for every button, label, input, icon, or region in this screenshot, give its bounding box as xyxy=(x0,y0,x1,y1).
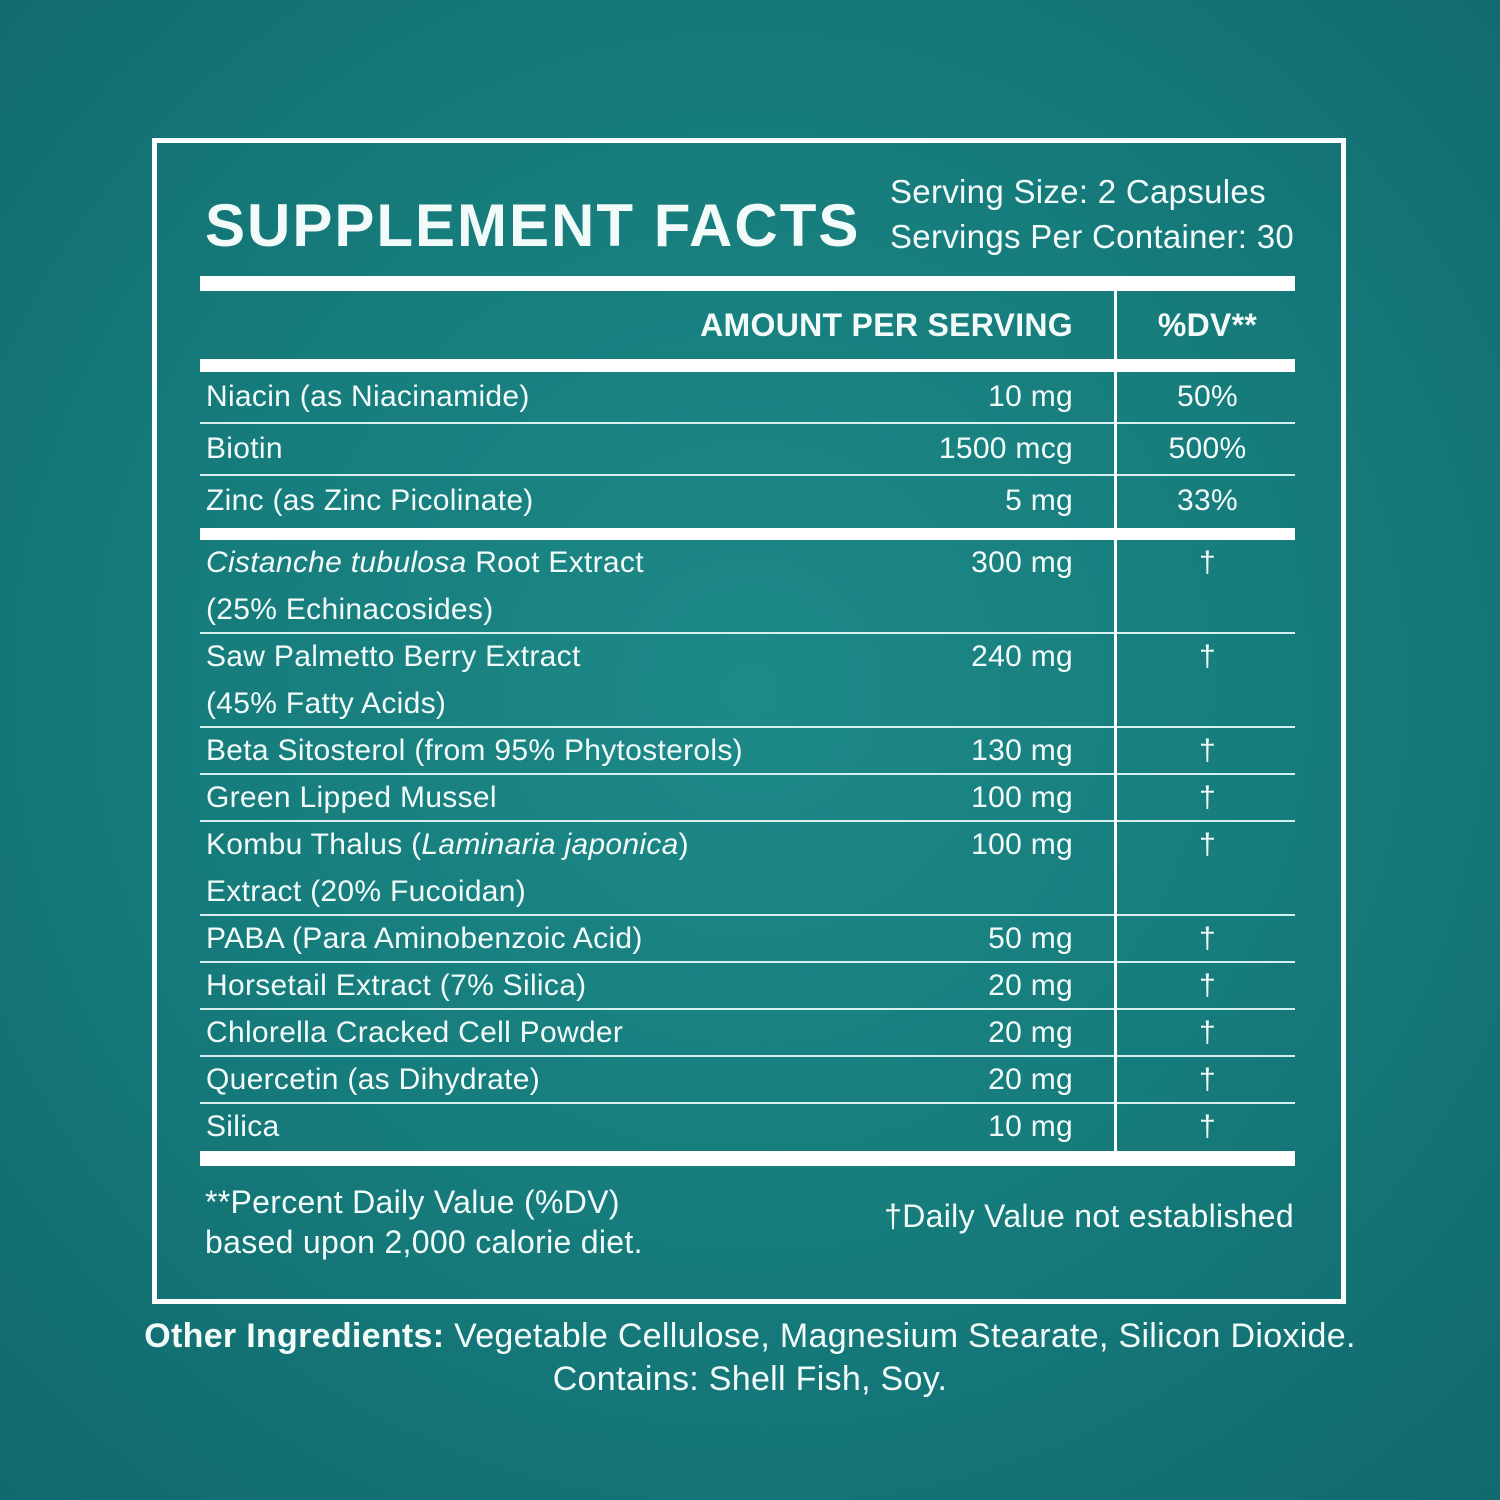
table-row: Beta Sitosterol (from 95% Phytosterols) 1… xyxy=(200,728,1295,775)
ingredient-name: Silica xyxy=(206,1110,280,1143)
amount-per-serving-value: 5 mg xyxy=(1005,484,1073,517)
amount-column-header: AMOUNT PER SERVING xyxy=(700,306,1073,343)
daily-value: 500% xyxy=(1168,432,1247,465)
table-bottom-bar xyxy=(200,1151,1295,1166)
dv-footnote-line-1: **Percent Daily Value (%DV) xyxy=(205,1184,620,1220)
table-row: Saw Palmetto Berry Extract (45% Fatty Aci… xyxy=(200,634,1295,728)
ingredient-name: Zinc (as Zinc Picolinate) xyxy=(206,484,534,517)
daily-value: † xyxy=(1199,828,1216,861)
column-header-row: AMOUNT PER SERVING %DV** xyxy=(200,291,1295,359)
table-row: Biotin 1500 mcg 500% xyxy=(200,424,1295,476)
supplement-facts-panel: SUPPLEMENT FACTS Serving Size: 2 Capsule… xyxy=(152,138,1346,1304)
blend-rows-group: Cistanche tubulosa Root Extract (25% Echi… xyxy=(200,540,1295,1151)
blend-separator-bar xyxy=(200,528,1295,540)
page-title: SUPPLEMENT FACTS xyxy=(205,192,861,259)
ingredient-name: Niacin (as Niacinamide) xyxy=(206,380,530,413)
amount-per-serving-value: 50 mg xyxy=(988,922,1073,955)
daily-value: † xyxy=(1199,1016,1216,1049)
table-row: Kombu Thalus (Laminaria japonica) Extract… xyxy=(200,822,1295,916)
vitamin-rows-group: Niacin (as Niacinamide) 10 mg 50% Biotin 150… xyxy=(200,372,1295,528)
amount-per-serving-value: 100 mg xyxy=(971,781,1073,814)
table-row: Horsetail Extract (7% Silica) 20 mg † xyxy=(200,963,1295,1010)
other-ingredients-text: Vegetable Cellulose, Magnesium Stearate,… xyxy=(444,1317,1356,1355)
dv-footnote: **Percent Daily Value (%DV) based upon 2… xyxy=(205,1182,643,1262)
other-ingredients: Other Ingredients: Vegetable Cellulose, … xyxy=(0,1315,1500,1401)
facts-table: AMOUNT PER SERVING %DV** Niacin (as Niac… xyxy=(200,276,1295,1166)
serving-info: Serving Size: 2 Capsules Servings Per Co… xyxy=(890,169,1294,259)
daily-value: † xyxy=(1199,969,1216,1002)
daily-value: 33% xyxy=(1177,484,1238,517)
daily-value: † xyxy=(1199,1063,1216,1096)
daily-value: † xyxy=(1199,922,1216,955)
amount-per-serving-value: 1500 mcg xyxy=(938,432,1073,465)
ingredient-name: Kombu Thalus (Laminaria japonica) Extract… xyxy=(206,828,689,908)
contains-line: Contains: Shell Fish, Soy. xyxy=(552,1360,948,1398)
table-row: Zinc (as Zinc Picolinate) 5 mg 33% xyxy=(200,476,1295,528)
amount-per-serving-value: 20 mg xyxy=(988,969,1073,1002)
footnotes: **Percent Daily Value (%DV) based upon 2… xyxy=(157,1166,1341,1262)
amount-per-serving-value: 10 mg xyxy=(988,380,1073,413)
amount-per-serving-value: 100 mg xyxy=(971,828,1073,861)
ingredient-name: Horsetail Extract (7% Silica) xyxy=(206,969,587,1002)
table-row: Quercetin (as Dihydrate) 20 mg † xyxy=(200,1057,1295,1104)
daily-value: † xyxy=(1199,734,1216,767)
other-ingredients-line: Other Ingredients: Vegetable Cellulose, … xyxy=(0,1315,1500,1358)
serving-size: Serving Size: 2 Capsules xyxy=(889,173,1266,210)
ingredient-name: Beta Sitosterol (from 95% Phytosterols) xyxy=(206,734,743,767)
table-row: Niacin (as Niacinamide) 10 mg 50% xyxy=(200,372,1295,424)
ingredient-name: Quercetin (as Dihydrate) xyxy=(206,1063,540,1096)
ingredient-name: Chlorella Cracked Cell Powder xyxy=(206,1016,624,1049)
ingredient-name: Saw Palmetto Berry Extract (45% Fatty Aci… xyxy=(206,640,581,720)
daily-value: † xyxy=(1199,1110,1216,1143)
amount-per-serving-value: 20 mg xyxy=(988,1016,1073,1049)
table-row: Chlorella Cracked Cell Powder 20 mg † xyxy=(200,1010,1295,1057)
panel-header: SUPPLEMENT FACTS Serving Size: 2 Capsule… xyxy=(157,143,1341,259)
amount-per-serving-value: 130 mg xyxy=(971,734,1073,767)
table-row: Silica 10 mg † xyxy=(200,1104,1295,1151)
ingredient-name: Green Lipped Mussel xyxy=(206,781,497,814)
servings-per-container: Servings Per Container: 30 xyxy=(889,218,1294,255)
ingredient-name: Biotin xyxy=(206,432,283,465)
daily-value: † xyxy=(1199,640,1216,673)
dv-column-header: %DV** xyxy=(1157,306,1258,343)
header-separator-bar xyxy=(200,359,1295,372)
dv-footnote-line-2: based upon 2,000 calorie diet. xyxy=(205,1224,643,1260)
daily-value: 50% xyxy=(1177,380,1238,413)
table-row: Cistanche tubulosa Root Extract (25% Echi… xyxy=(200,540,1295,634)
amount-per-serving-value: 300 mg xyxy=(971,546,1073,579)
nd-footnote: †Daily Value not established xyxy=(884,1198,1294,1234)
daily-value: † xyxy=(1199,546,1216,579)
amount-per-serving-value: 240 mg xyxy=(971,640,1073,673)
table-top-bar xyxy=(200,276,1295,291)
daily-value: † xyxy=(1199,781,1216,814)
table-row: Green Lipped Mussel 100 mg † xyxy=(200,775,1295,822)
amount-per-serving-value: 10 mg xyxy=(988,1110,1073,1143)
column-divider-line xyxy=(1114,291,1117,1151)
ingredient-name: Cistanche tubulosa Root Extract (25% Echi… xyxy=(206,546,644,626)
ingredient-name: PABA (Para Aminobenzoic Acid) xyxy=(206,922,643,955)
other-ingredients-label: Other Ingredients: xyxy=(144,1317,445,1355)
amount-per-serving-value: 20 mg xyxy=(988,1063,1073,1096)
table-row: PABA (Para Aminobenzoic Acid) 50 mg † xyxy=(200,916,1295,963)
